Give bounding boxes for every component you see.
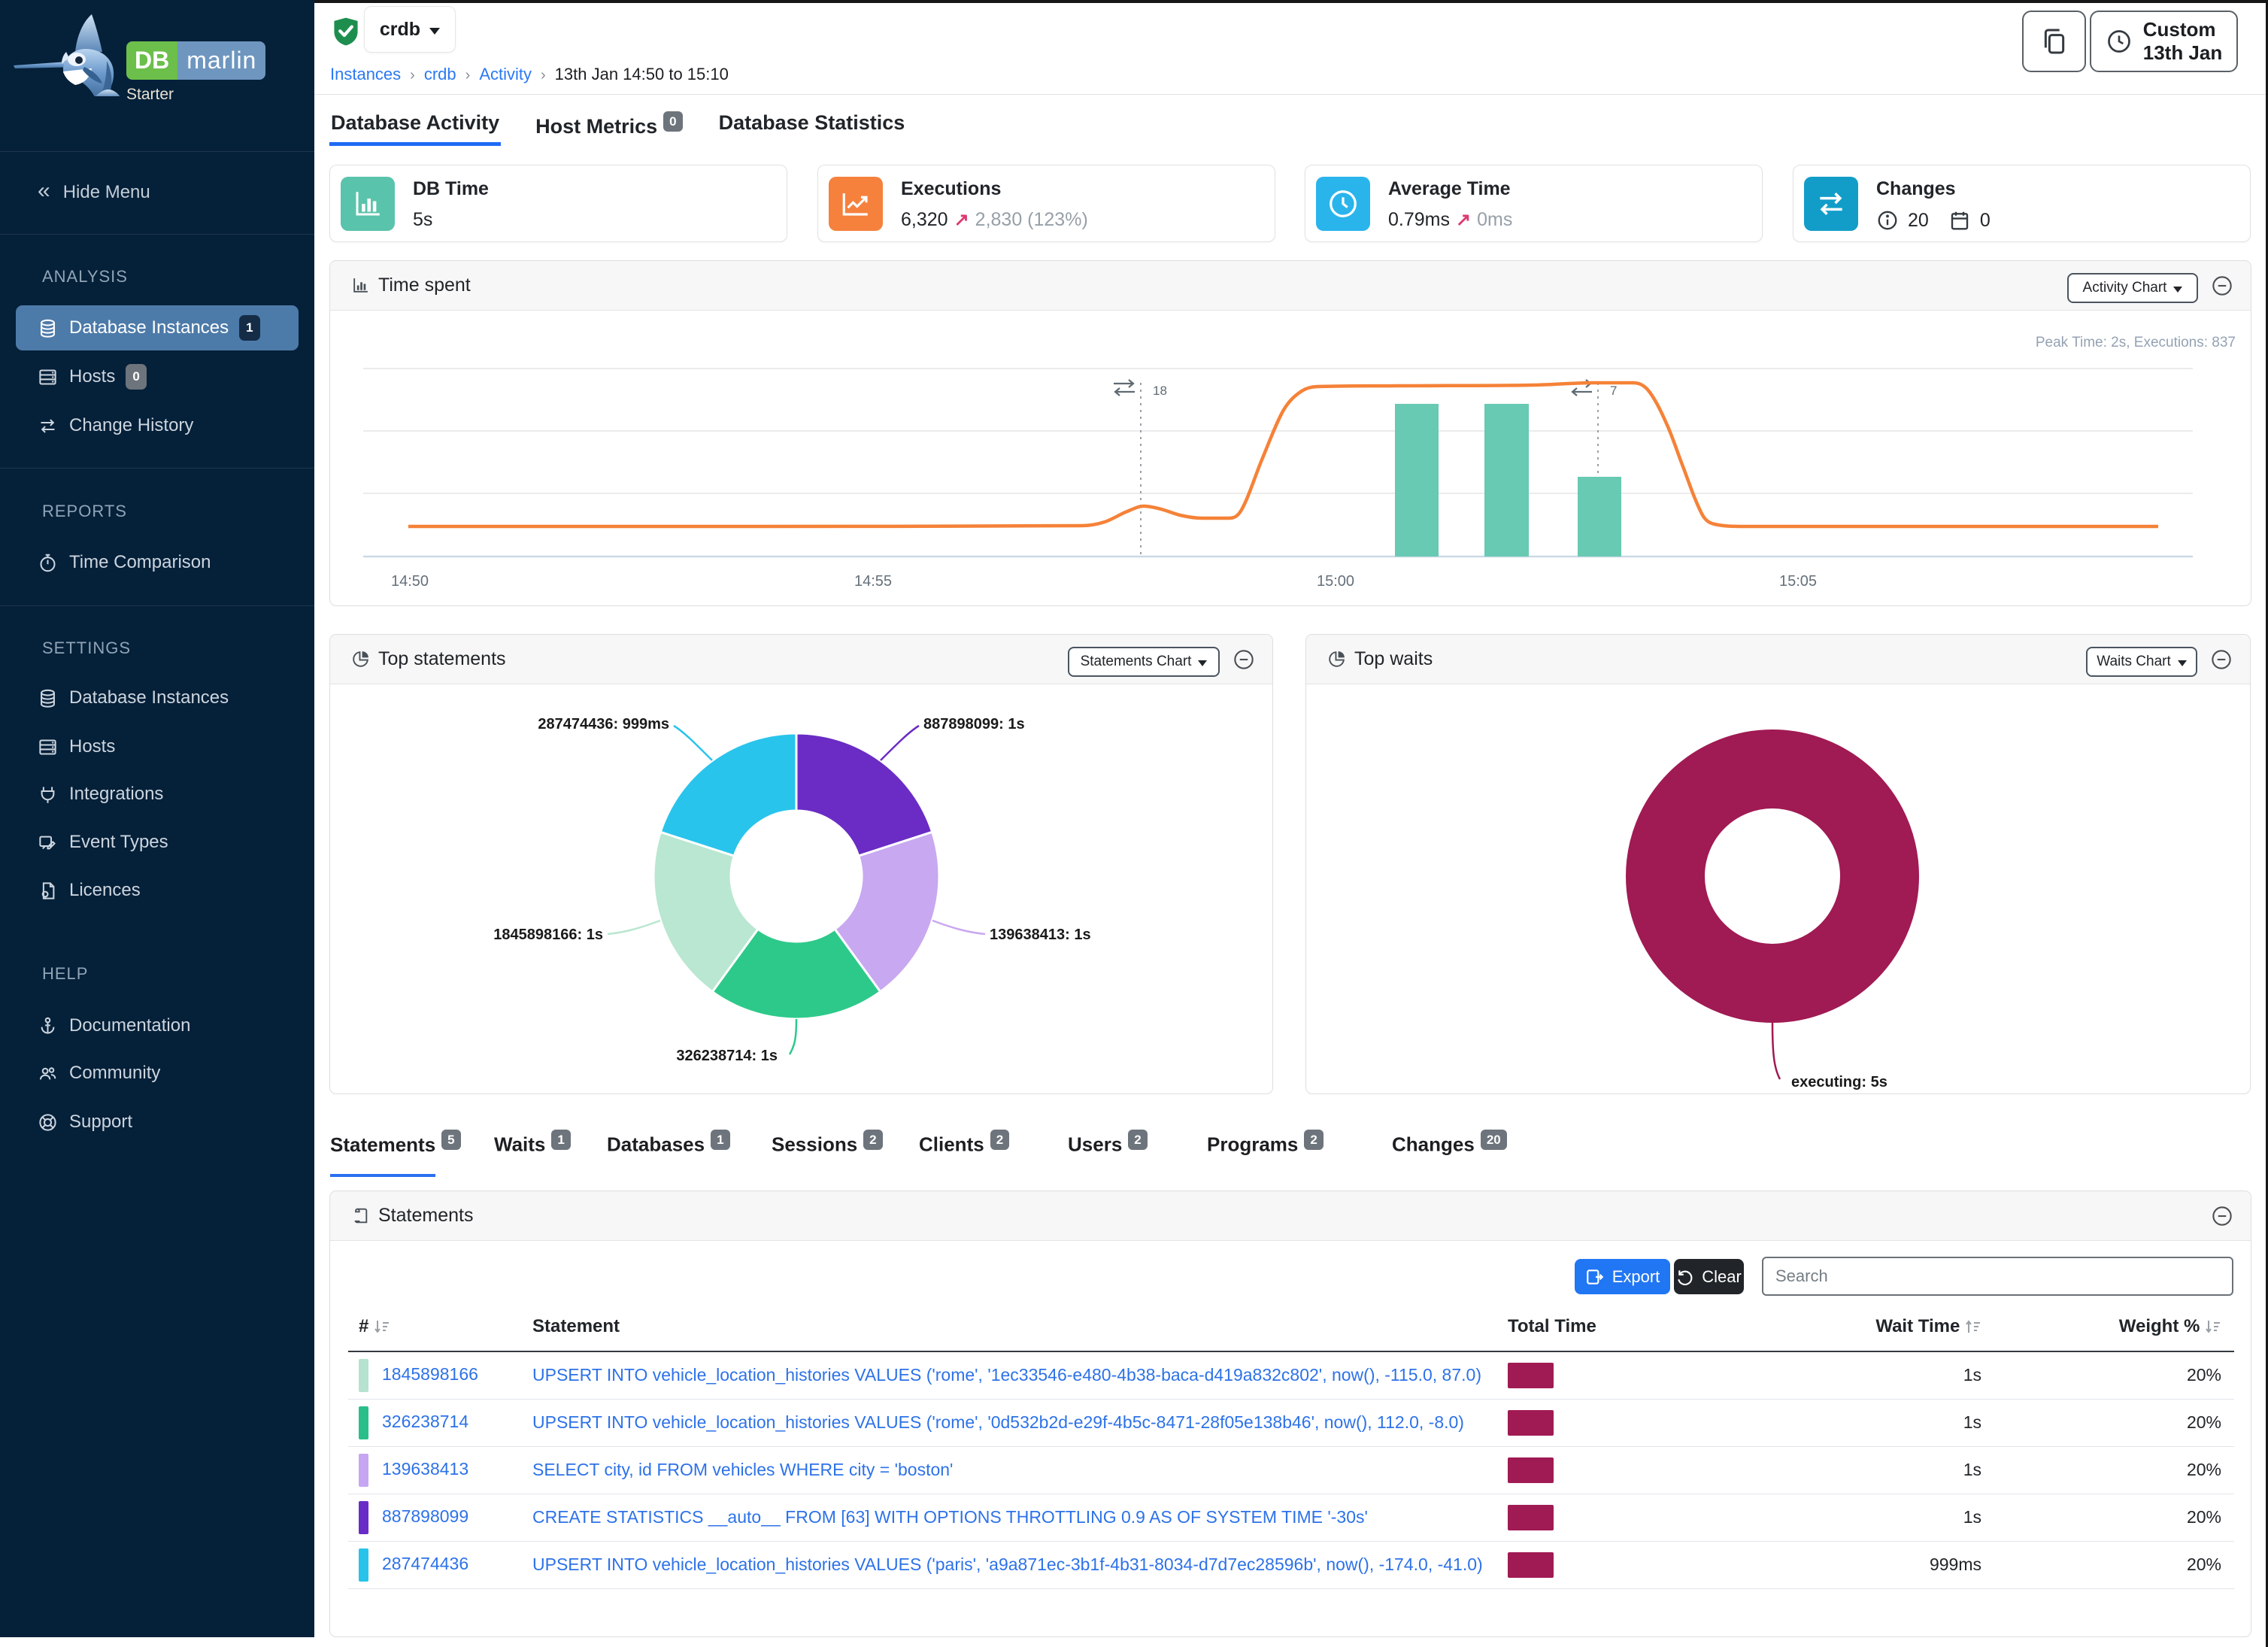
svg-text:7: 7 (1610, 384, 1617, 398)
svg-text:326238714: 1s: 326238714: 1s (676, 1048, 778, 1064)
svg-text:1845898166: 1s: 1845898166: 1s (493, 927, 603, 943)
svg-text:14:50: 14:50 (391, 573, 429, 590)
svg-text:139638413: 1s: 139638413: 1s (990, 927, 1091, 943)
svg-text:14:55: 14:55 (854, 573, 892, 590)
svg-text:887898099: 1s: 887898099: 1s (923, 716, 1025, 733)
svg-text:287474436: 999ms: 287474436: 999ms (538, 716, 669, 733)
svg-text:15:05: 15:05 (1779, 573, 1817, 590)
svg-text:Peak Time: 2s, Executions: 837: Peak Time: 2s, Executions: 837 (2036, 335, 2236, 350)
svg-text:executing: 5s: executing: 5s (1791, 1074, 1887, 1090)
svg-text:15:00: 15:00 (1317, 573, 1354, 590)
svg-text:18: 18 (1153, 384, 1167, 398)
